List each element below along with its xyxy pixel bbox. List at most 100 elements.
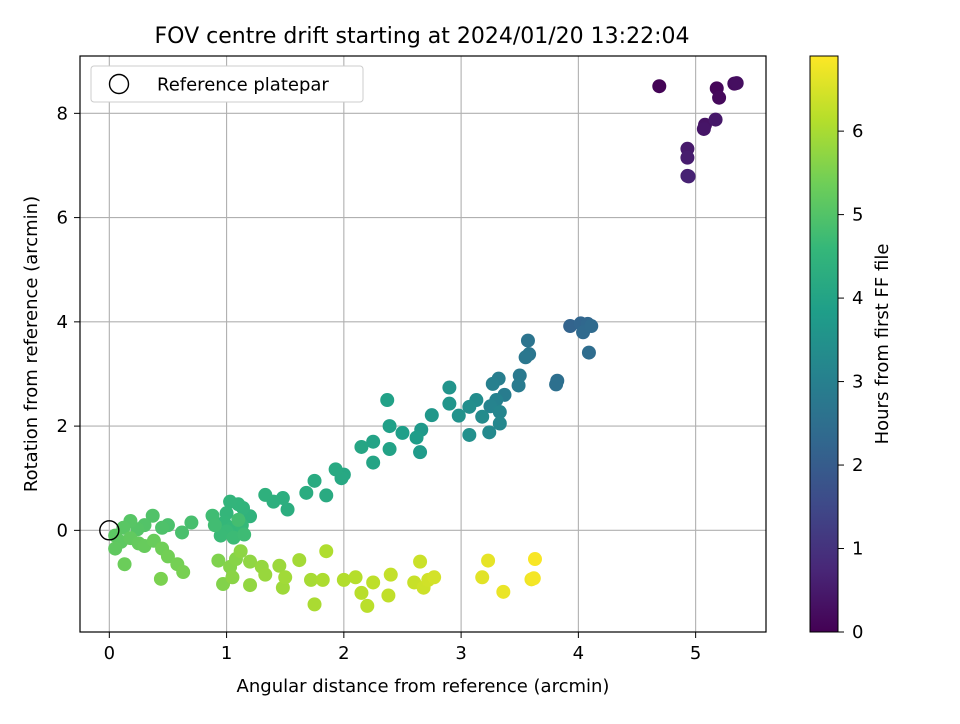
data-point <box>328 462 343 477</box>
y-tick-label: 4 <box>57 312 68 333</box>
data-point <box>496 584 511 599</box>
data-point <box>117 557 132 572</box>
data-point <box>526 571 541 586</box>
x-tick-label: 2 <box>338 643 349 664</box>
data-point <box>485 376 500 391</box>
data-point <box>223 494 238 509</box>
data-point <box>213 528 228 543</box>
data-point <box>272 558 287 573</box>
data-point <box>258 567 273 582</box>
data-point <box>451 408 466 423</box>
data-point <box>155 520 170 535</box>
data-point <box>145 508 160 523</box>
data-point <box>395 425 410 440</box>
colorbar <box>809 55 839 633</box>
data-point <box>413 554 428 569</box>
y-axis-ticks: 0 2 4 6 8 <box>57 103 80 541</box>
y-tick-label: 0 <box>57 520 68 541</box>
data-point <box>175 525 190 540</box>
data-point <box>348 570 363 585</box>
data-point <box>292 553 307 568</box>
colorbar-tick-label: 0 <box>852 622 863 643</box>
data-point <box>366 434 381 449</box>
data-point <box>226 530 241 545</box>
y-tick-label: 6 <box>57 208 68 229</box>
x-axis-ticks: 0 1 2 3 4 5 <box>104 632 701 664</box>
data-point <box>319 544 334 559</box>
data-point <box>383 567 398 582</box>
data-point <box>462 427 477 442</box>
data-point <box>475 570 490 585</box>
legend-box <box>90 65 364 103</box>
data-point <box>409 430 424 445</box>
data-point <box>380 393 395 408</box>
data-point <box>354 585 369 600</box>
data-point <box>354 439 369 454</box>
legend: Reference platepar <box>90 65 364 103</box>
data-point <box>307 597 322 612</box>
data-point <box>492 416 507 431</box>
data-point <box>108 541 123 556</box>
data-point <box>712 90 727 105</box>
data-point <box>315 572 330 587</box>
data-point <box>442 380 457 395</box>
data-point <box>652 79 667 94</box>
data-point <box>481 553 496 568</box>
data-point <box>581 345 596 360</box>
colorbar-tick-label: 6 <box>852 121 863 142</box>
colorbar-tick-label: 2 <box>852 455 863 476</box>
x-tick-label: 4 <box>573 643 584 664</box>
data-point <box>549 377 564 392</box>
x-tick-label: 0 <box>104 643 115 664</box>
data-point <box>233 544 248 559</box>
y-tick-label: 2 <box>57 416 68 437</box>
data-point <box>563 319 578 334</box>
data-point <box>680 150 695 165</box>
data-point <box>258 487 273 502</box>
legend-reference-marker <box>108 73 130 95</box>
plot-area-frame <box>79 55 767 633</box>
x-tick-label: 3 <box>455 643 466 664</box>
data-point <box>299 485 314 500</box>
colorbar-tick-label: 4 <box>852 288 863 309</box>
chart-title: FOV centre drift starting at 2024/01/20 … <box>155 24 690 49</box>
data-point <box>304 572 319 587</box>
data-point <box>278 570 293 585</box>
data-point <box>696 121 711 136</box>
reference-platepar-marker <box>99 520 120 541</box>
data-point <box>184 515 199 530</box>
y-axis-label: Rotation from reference (arcmin) <box>21 196 42 492</box>
legend-entry-label: Reference platepar <box>157 75 329 96</box>
colorbar-label: Hours from first FF file <box>872 244 893 445</box>
data-point <box>442 396 457 411</box>
data-point <box>708 112 723 127</box>
x-tick-label: 1 <box>221 643 232 664</box>
data-point <box>360 598 375 613</box>
data-point <box>275 580 290 595</box>
data-point <box>237 527 252 542</box>
data-point <box>584 319 599 334</box>
data-point <box>225 570 240 585</box>
data-point <box>243 554 258 569</box>
data-point <box>511 378 526 393</box>
data-point <box>520 333 535 348</box>
data-point <box>243 578 258 593</box>
data-point <box>307 473 322 488</box>
data-point <box>336 572 351 587</box>
data-point <box>160 549 175 564</box>
x-axis-label: Angular distance from reference (arcmin) <box>237 676 610 697</box>
data-point <box>413 445 428 460</box>
data-point <box>518 350 533 365</box>
data-point <box>207 518 222 533</box>
data-point <box>366 455 381 470</box>
data-point <box>424 408 439 423</box>
data-point <box>381 588 396 603</box>
data-point <box>681 169 696 184</box>
data-point <box>280 502 295 517</box>
data-point <box>319 488 334 503</box>
data-point <box>211 553 226 568</box>
data-point <box>153 571 168 586</box>
data-point <box>475 409 490 424</box>
